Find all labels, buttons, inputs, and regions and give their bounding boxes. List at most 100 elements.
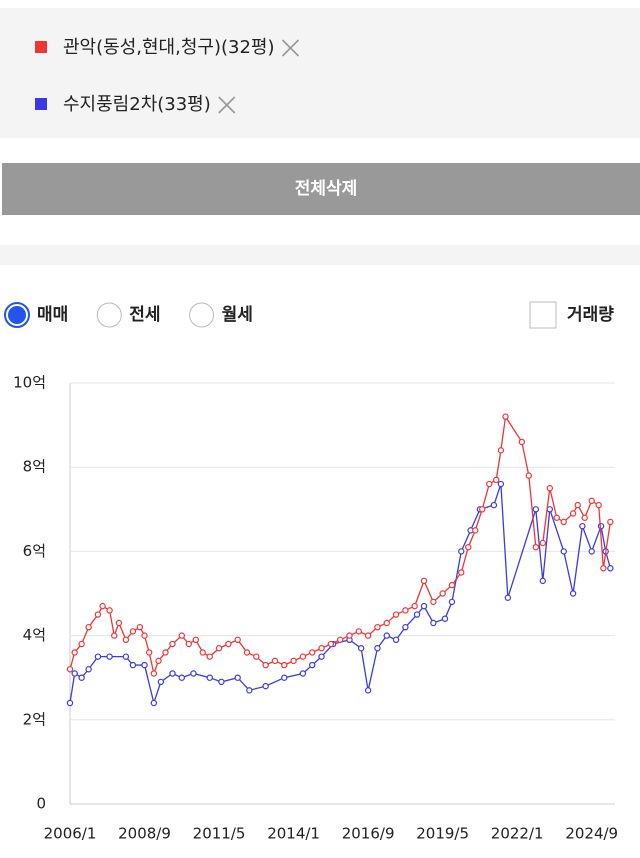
data-point xyxy=(539,539,546,547)
data-point xyxy=(99,602,106,610)
data-point xyxy=(111,632,118,639)
data-point xyxy=(85,666,92,673)
data-point xyxy=(411,602,418,610)
data-point xyxy=(430,619,437,627)
y-tick-label: 0 xyxy=(36,795,46,813)
data-point xyxy=(309,649,316,656)
data-point xyxy=(271,657,279,665)
series-line xyxy=(69,414,611,676)
data-point xyxy=(290,657,297,665)
data-point xyxy=(178,674,185,681)
data-point xyxy=(162,649,169,656)
data-point xyxy=(490,501,498,509)
data-point xyxy=(199,649,206,656)
data-point xyxy=(579,522,586,530)
data-point xyxy=(141,661,148,669)
data-point xyxy=(497,447,505,454)
data-point xyxy=(458,569,465,576)
radio-dot[interactable] xyxy=(8,306,26,324)
data-point xyxy=(141,632,148,639)
data-point xyxy=(71,649,78,656)
data-point xyxy=(262,682,269,690)
data-point xyxy=(502,413,509,420)
data-point xyxy=(234,674,241,681)
x-tick-label: 2011/5 xyxy=(193,825,246,843)
data-point xyxy=(532,543,540,551)
data-point xyxy=(66,699,74,707)
x-tick-label: 2016/9 xyxy=(342,825,395,843)
data-point xyxy=(430,598,437,606)
data-point xyxy=(600,565,607,572)
data-point xyxy=(78,640,85,648)
data-point xyxy=(299,653,307,660)
data-point xyxy=(402,623,409,631)
data-point xyxy=(215,645,223,652)
data-point xyxy=(458,548,465,555)
data-point xyxy=(560,548,567,555)
clear-button[interactable] xyxy=(2,163,640,215)
data-point xyxy=(497,480,505,488)
data-point xyxy=(607,518,614,526)
data-point xyxy=(441,615,449,622)
data-point xyxy=(225,640,232,648)
legend-label: 관악(동성,현대,청구)(32평) xyxy=(63,37,274,58)
data-point xyxy=(78,674,85,681)
data-point xyxy=(486,480,493,488)
data-point xyxy=(546,485,553,492)
data-point xyxy=(420,602,428,610)
data-point xyxy=(374,645,381,652)
data-point xyxy=(192,636,199,644)
data-point xyxy=(178,632,185,639)
data-point xyxy=(66,666,74,673)
data-point xyxy=(355,628,363,635)
radio[interactable] xyxy=(189,302,215,328)
data-point xyxy=(129,628,137,635)
data-point xyxy=(539,577,546,585)
data-point xyxy=(150,670,158,677)
remove-button[interactable] xyxy=(218,96,236,114)
divider xyxy=(0,245,640,265)
data-point xyxy=(364,632,372,639)
data-point xyxy=(234,636,241,644)
data-point xyxy=(206,674,213,681)
data-point xyxy=(106,607,113,614)
data-point xyxy=(532,506,540,513)
data-point xyxy=(420,577,428,585)
data-point xyxy=(157,678,165,686)
data-point xyxy=(246,687,253,694)
data-point xyxy=(190,670,197,677)
data-point xyxy=(309,661,316,669)
x-tick-label: 2006/1 xyxy=(44,825,97,843)
data-point xyxy=(518,438,526,446)
radio-label[interactable]: 전세 xyxy=(129,305,160,325)
data-point xyxy=(448,598,456,606)
x-tick-label: 2014/1 xyxy=(267,825,320,843)
volume-label[interactable]: 거래량 xyxy=(567,305,614,325)
data-point xyxy=(318,653,325,660)
data-point xyxy=(383,619,390,627)
data-point xyxy=(218,678,225,686)
radio-label[interactable]: 매매 xyxy=(37,305,68,325)
volume-checkbox[interactable] xyxy=(529,301,557,329)
data-point xyxy=(71,670,78,677)
series-line xyxy=(69,483,611,706)
data-point xyxy=(122,653,130,660)
data-point xyxy=(383,632,390,639)
data-point xyxy=(439,590,446,597)
data-point xyxy=(574,501,581,509)
data-point xyxy=(136,623,144,631)
y-tick-label: 4억 xyxy=(23,626,46,644)
radio[interactable] xyxy=(96,302,122,328)
data-point xyxy=(155,657,162,665)
data-point xyxy=(327,640,335,648)
clear-button-label[interactable]: 전체삭제 xyxy=(295,179,358,199)
data-point xyxy=(243,649,251,656)
data-point xyxy=(493,476,500,484)
remove-button[interactable] xyxy=(281,39,300,57)
data-point xyxy=(588,497,595,505)
data-point xyxy=(581,514,588,521)
data-point xyxy=(94,611,102,618)
radio-label[interactable]: 월세 xyxy=(222,305,253,325)
